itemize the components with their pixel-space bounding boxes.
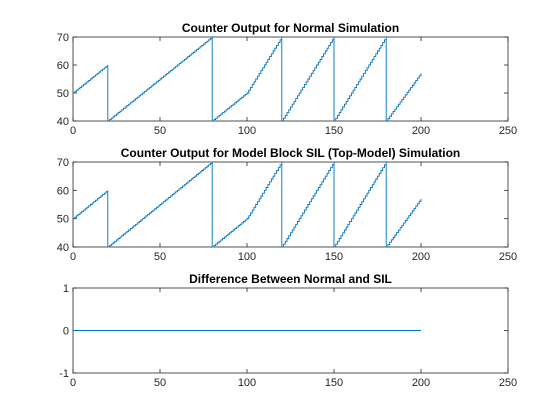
x-tick-label: 200 [412, 125, 430, 137]
x-tick-label: 100 [238, 377, 256, 389]
x-tick-label: 150 [325, 251, 343, 263]
x-tick-label: 250 [499, 125, 517, 137]
y-tick-label: 1 [63, 283, 69, 295]
x-tick-label: 100 [238, 125, 256, 137]
chart-title: Difference Between Normal and SIL [189, 272, 392, 286]
x-tick-label: 200 [412, 251, 430, 263]
y-tick-label: 50 [57, 88, 69, 100]
series-line [73, 37, 422, 122]
y-tick-label: 60 [57, 185, 69, 197]
axes-box [72, 161, 509, 248]
x-tick-label: 250 [499, 377, 517, 389]
x-tick-label: 50 [154, 251, 166, 263]
x-tick-label: 0 [70, 251, 76, 263]
x-tick-label: 0 [70, 377, 76, 389]
y-tick-label: 70 [57, 32, 69, 44]
y-tick-label: 40 [57, 242, 69, 254]
y-tick-label: 40 [57, 116, 69, 128]
chart-title: Counter Output for Model Block SIL (Top-… [121, 146, 461, 160]
x-tick-label: 100 [238, 251, 256, 263]
axes-box [72, 36, 509, 122]
x-tick-label: 150 [325, 125, 343, 137]
series-line [73, 162, 422, 248]
y-tick-label: 70 [57, 157, 69, 169]
x-tick-label: 50 [154, 125, 166, 137]
x-tick-label: 250 [499, 251, 517, 263]
y-tick-label: 60 [57, 60, 69, 72]
x-tick-label: 50 [154, 377, 166, 389]
x-tick-label: 0 [70, 125, 76, 137]
y-tick-label: -1 [59, 368, 69, 380]
x-tick-label: 150 [325, 377, 343, 389]
y-tick-label: 50 [57, 214, 69, 226]
x-tick-label: 200 [412, 377, 430, 389]
y-tick-label: 0 [63, 326, 69, 338]
chart-title: Counter Output for Normal Simulation [182, 21, 399, 35]
